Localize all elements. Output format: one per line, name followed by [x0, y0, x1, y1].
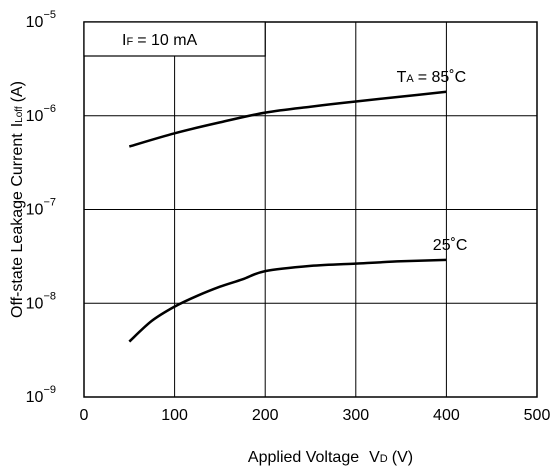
x-tick-label-200: 200: [252, 407, 279, 424]
series-label-25c: 25˚C: [433, 237, 468, 254]
y-axis-label-unit: (A): [9, 81, 26, 102]
grid-lines: [84, 22, 537, 397]
condition-symbol: I: [122, 32, 126, 49]
y-tick-label-4: 10−5: [26, 9, 56, 31]
x-axis-label-text: Applied Voltage: [248, 449, 359, 466]
x-tick-label-100: 100: [161, 407, 188, 424]
series-label-25c-text: 25˚C: [433, 237, 468, 254]
x-axis-label-unit: (V): [392, 449, 413, 466]
y-tick-label-3: 10−6: [26, 103, 56, 125]
x-tick-label-500: 500: [524, 407, 551, 424]
series-label-85c-symbol-sub: A: [406, 73, 414, 85]
x-axis-label: Applied Voltage VD (V): [248, 449, 413, 466]
y-axis-ticks: 10−9 10−8 10−7 10−6 10−5: [26, 9, 56, 406]
x-axis-label-symbol: V: [369, 449, 380, 466]
x-tick-label-400: 400: [433, 407, 460, 424]
series-label-85c-text: = 85˚C: [418, 69, 466, 86]
series-line-0: [128, 90, 447, 148]
x-axis-ticks: 0 100 200 300 400 500: [80, 407, 551, 424]
series-lines: [128, 90, 447, 343]
y-axis-label-symbol-sub: Loff: [14, 106, 25, 123]
x-tick-label-0: 0: [80, 407, 89, 424]
y-axis-label: Off-state Leakage Current ILoff (A): [9, 81, 26, 318]
condition-value: = 10 mA: [137, 32, 197, 49]
y-axis-label-symbol: I: [9, 123, 26, 127]
condition-box-frame: [83, 21, 266, 57]
x-tick-label-300: 300: [342, 407, 369, 424]
condition-box-label: IF = 10 mA: [122, 32, 198, 49]
series-label-85c-symbol: T: [397, 69, 407, 86]
y-tick-label-2: 10−7: [26, 197, 56, 219]
condition-symbol-sub: F: [126, 36, 133, 48]
y-axis-label-text: Off-state Leakage Current: [9, 133, 26, 318]
series-label-85c: TA = 85˚C: [397, 69, 467, 86]
y-tick-label-1: 10−8: [26, 290, 56, 312]
y-tick-label-0: 10−9: [26, 384, 56, 406]
plot-area-frame: [83, 21, 538, 398]
series-line-1: [128, 258, 447, 343]
condition-box: IF = 10 mA: [83, 21, 266, 57]
x-axis-label-symbol-sub: D: [380, 453, 388, 465]
